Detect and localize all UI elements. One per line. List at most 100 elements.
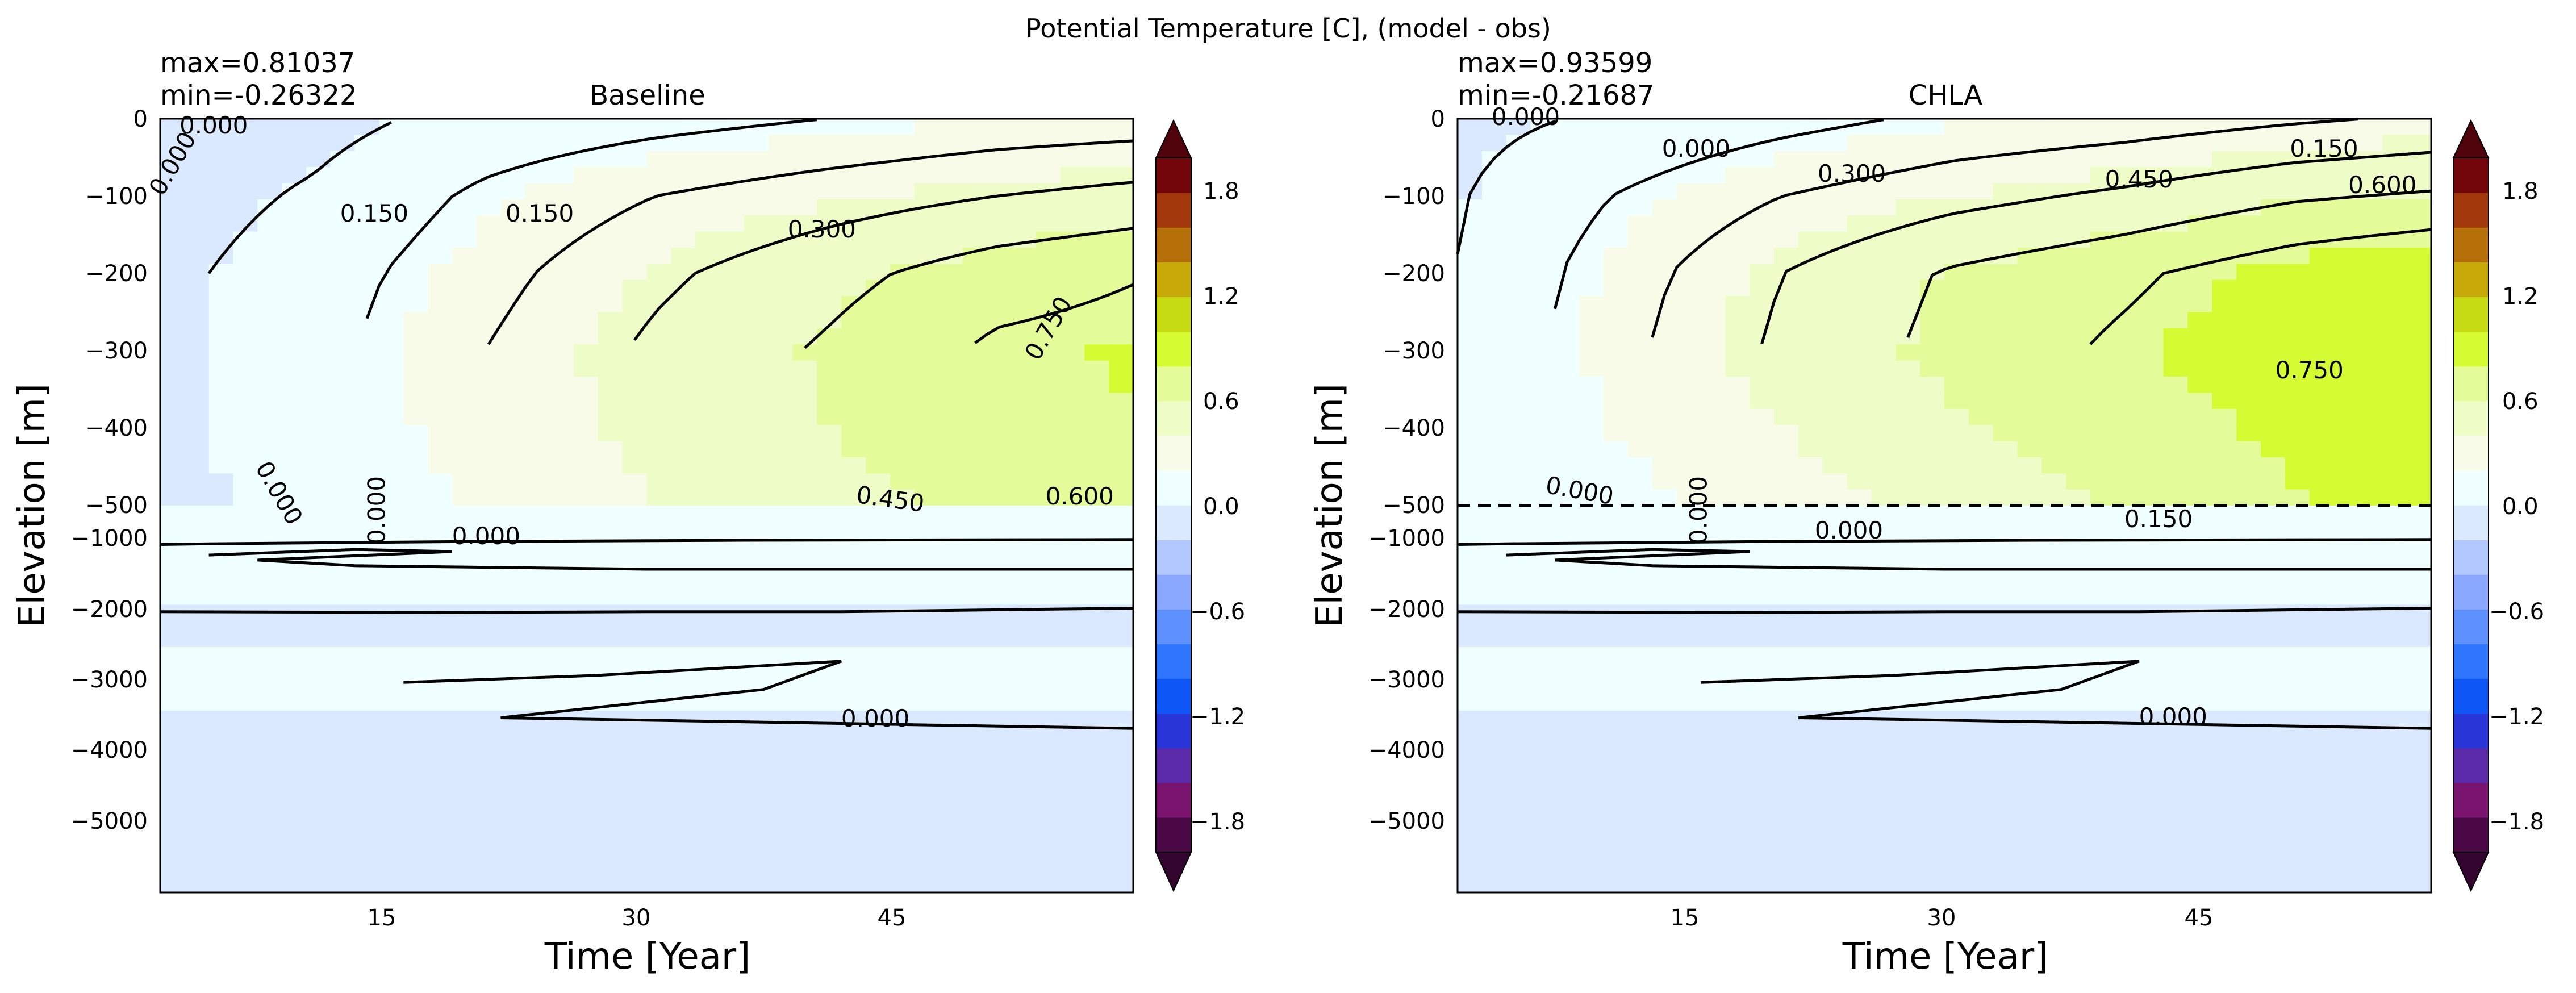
heatmap-cell xyxy=(1036,344,1061,361)
panel-chla: max=0.93599 min=-0.21687 CHLA 0.0000.000… xyxy=(1309,47,2544,978)
heatmap-cell xyxy=(1011,489,1037,506)
heatmap-cell xyxy=(1774,328,1799,345)
heatmap-cell xyxy=(500,360,526,377)
heatmap-cell xyxy=(1774,489,1799,506)
heatmap-cell xyxy=(184,167,210,184)
contour-lines xyxy=(160,118,1134,730)
heatmap-cell xyxy=(938,167,964,184)
heatmap-cell xyxy=(1011,279,1037,297)
heatmap-cell xyxy=(2139,119,2164,136)
heatmap-cell xyxy=(2041,248,2067,265)
heatmap-cell xyxy=(184,425,210,442)
heatmap-cell xyxy=(1579,473,1604,490)
heatmap-cell xyxy=(1627,344,1653,361)
heatmap-cell xyxy=(938,360,964,377)
heatmap-cell xyxy=(1944,328,1969,345)
heatmap-cell xyxy=(1822,296,1848,313)
contour-label: 0.150 xyxy=(2290,135,2358,162)
contour-line xyxy=(633,181,1134,341)
x-tick-label: 45 xyxy=(878,905,907,931)
heatmap-cell xyxy=(2041,215,2067,232)
heatmap-cell xyxy=(282,408,307,425)
heatmap-cell xyxy=(184,312,210,329)
heatmap-cell xyxy=(354,377,380,394)
heatmap-cell xyxy=(817,264,842,281)
heatmap-cell xyxy=(379,312,404,329)
heatmap-cell xyxy=(354,489,380,506)
colorbar-segment xyxy=(1156,644,1191,679)
colorbar-extend-max xyxy=(2452,119,2490,158)
heatmap-cell xyxy=(598,167,623,184)
heatmap-cell xyxy=(865,231,891,248)
heatmap-cell xyxy=(1579,441,1604,458)
heatmap-cell xyxy=(379,183,404,200)
heatmap-cell xyxy=(403,328,428,345)
heatmap-cell xyxy=(1822,473,1848,490)
heatmap-cell xyxy=(719,360,745,377)
heatmap-cell xyxy=(2187,328,2213,345)
heatmap-cell xyxy=(963,296,988,313)
heatmap-cell xyxy=(792,360,818,377)
heatmap-cell xyxy=(282,457,307,474)
heatmap-cell xyxy=(1847,151,1872,168)
heatmap-cell xyxy=(768,135,794,152)
heatmap-cell xyxy=(2187,279,2213,297)
heatmap-cell xyxy=(379,231,404,248)
heatmap-cell xyxy=(2285,457,2310,474)
heatmap-cell xyxy=(744,279,769,297)
heatmap-cell xyxy=(841,312,866,329)
heatmap-cell xyxy=(817,183,842,200)
heatmap-cell xyxy=(208,199,234,216)
heatmap-cell xyxy=(1676,425,1702,442)
heatmap-cell xyxy=(841,167,866,184)
heatmap-cell xyxy=(938,296,964,313)
heatmap-cell xyxy=(1555,344,1580,361)
heatmap-cell xyxy=(865,489,891,506)
heatmap-cell xyxy=(1750,248,1775,265)
heatmap-cell xyxy=(1036,408,1061,425)
colorbar-segment xyxy=(1156,297,1191,332)
heatmap-cell xyxy=(1036,360,1061,377)
y-tick-label: −400 xyxy=(85,415,148,441)
heatmap-cell xyxy=(2187,473,2213,490)
heatmap-cell xyxy=(257,425,282,442)
heatmap-cell xyxy=(938,393,964,410)
heatmap-cell xyxy=(306,248,331,265)
heatmap-cell xyxy=(914,489,940,506)
heatmap-cell xyxy=(2187,151,2213,168)
heatmap-cell xyxy=(841,264,866,281)
heatmap-cell xyxy=(1774,151,1799,168)
heatmap-cell xyxy=(184,344,210,361)
heatmap-cell xyxy=(1011,296,1037,313)
heatmap-cell xyxy=(2114,312,2140,329)
heatmap-cell xyxy=(1555,183,1580,200)
heatmap-cell xyxy=(2090,167,2115,184)
heatmap-cell xyxy=(233,425,258,442)
heatmap-cell xyxy=(1798,167,1823,184)
heatmap-cell xyxy=(1627,199,1653,216)
heatmap-cell xyxy=(1774,119,1799,136)
heatmap-cell xyxy=(233,312,258,329)
heatmap-cell xyxy=(744,393,769,410)
heatmap-cell xyxy=(476,215,502,232)
heatmap-cell xyxy=(282,119,307,136)
heatmap-cell xyxy=(208,119,234,136)
heatmap-cell xyxy=(330,312,356,329)
heatmap-cell xyxy=(1798,296,1823,313)
heatmap-cell xyxy=(1579,328,1604,345)
heatmap-cell xyxy=(1011,231,1037,248)
heatmap-cell xyxy=(2285,183,2310,200)
heatmap-cell xyxy=(257,231,282,248)
heatmap-cell xyxy=(330,473,356,490)
heatmap-cell xyxy=(184,489,210,506)
heatmap-cell xyxy=(1920,344,1945,361)
heatmap-cell xyxy=(2333,473,2359,490)
heatmap-cell xyxy=(1847,441,1872,458)
heatmap-cell xyxy=(500,183,526,200)
heatmap-cell xyxy=(2309,199,2335,216)
heatmap-cell xyxy=(2358,473,2383,490)
heatmap-cell xyxy=(646,151,672,168)
heatmap-cell xyxy=(1506,344,1531,361)
heatmap-cell xyxy=(452,489,477,506)
heatmap-cell xyxy=(233,199,258,216)
